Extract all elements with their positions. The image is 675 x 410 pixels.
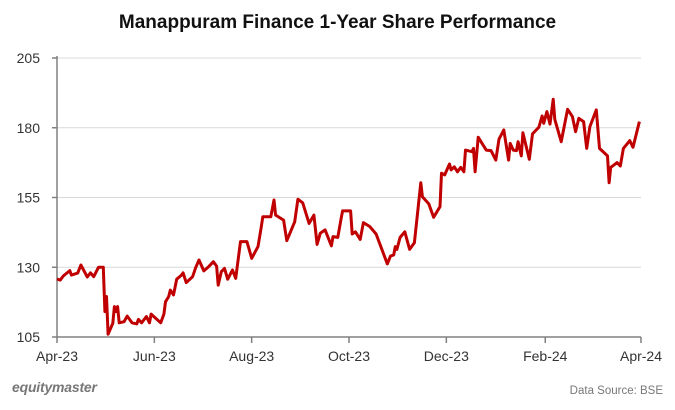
axes (52, 56, 642, 343)
x-tick-label: Dec-23 (424, 348, 469, 364)
y-tick-label: 155 (17, 190, 41, 206)
y-tick-label: 205 (17, 50, 41, 66)
x-tick-label: Apr-24 (620, 348, 662, 364)
x-tick-label: Apr-23 (36, 348, 78, 364)
gridlines (57, 57, 641, 268)
tick-labels: 105 130 155 180 205 Apr-23 Jun-23 Aug-23 Oct-23 D… (17, 50, 663, 364)
x-tick-label: Jun-23 (133, 348, 176, 364)
y-tick-label: 180 (17, 120, 41, 136)
x-tick-label: Feb-24 (523, 348, 568, 364)
chart-title: Manappuram Finance 1-Year Share Performa… (118, 12, 557, 33)
y-tick-label: 105 (17, 329, 41, 345)
x-tick-label: Oct-23 (328, 348, 370, 364)
share-price-line (56, 97, 641, 336)
equitymaster-logo: equitymaster (12, 379, 97, 395)
x-tick-label: Aug-23 (229, 348, 274, 364)
data-source: Data Source: BSE (569, 385, 663, 397)
y-tick-label: 130 (17, 259, 41, 275)
